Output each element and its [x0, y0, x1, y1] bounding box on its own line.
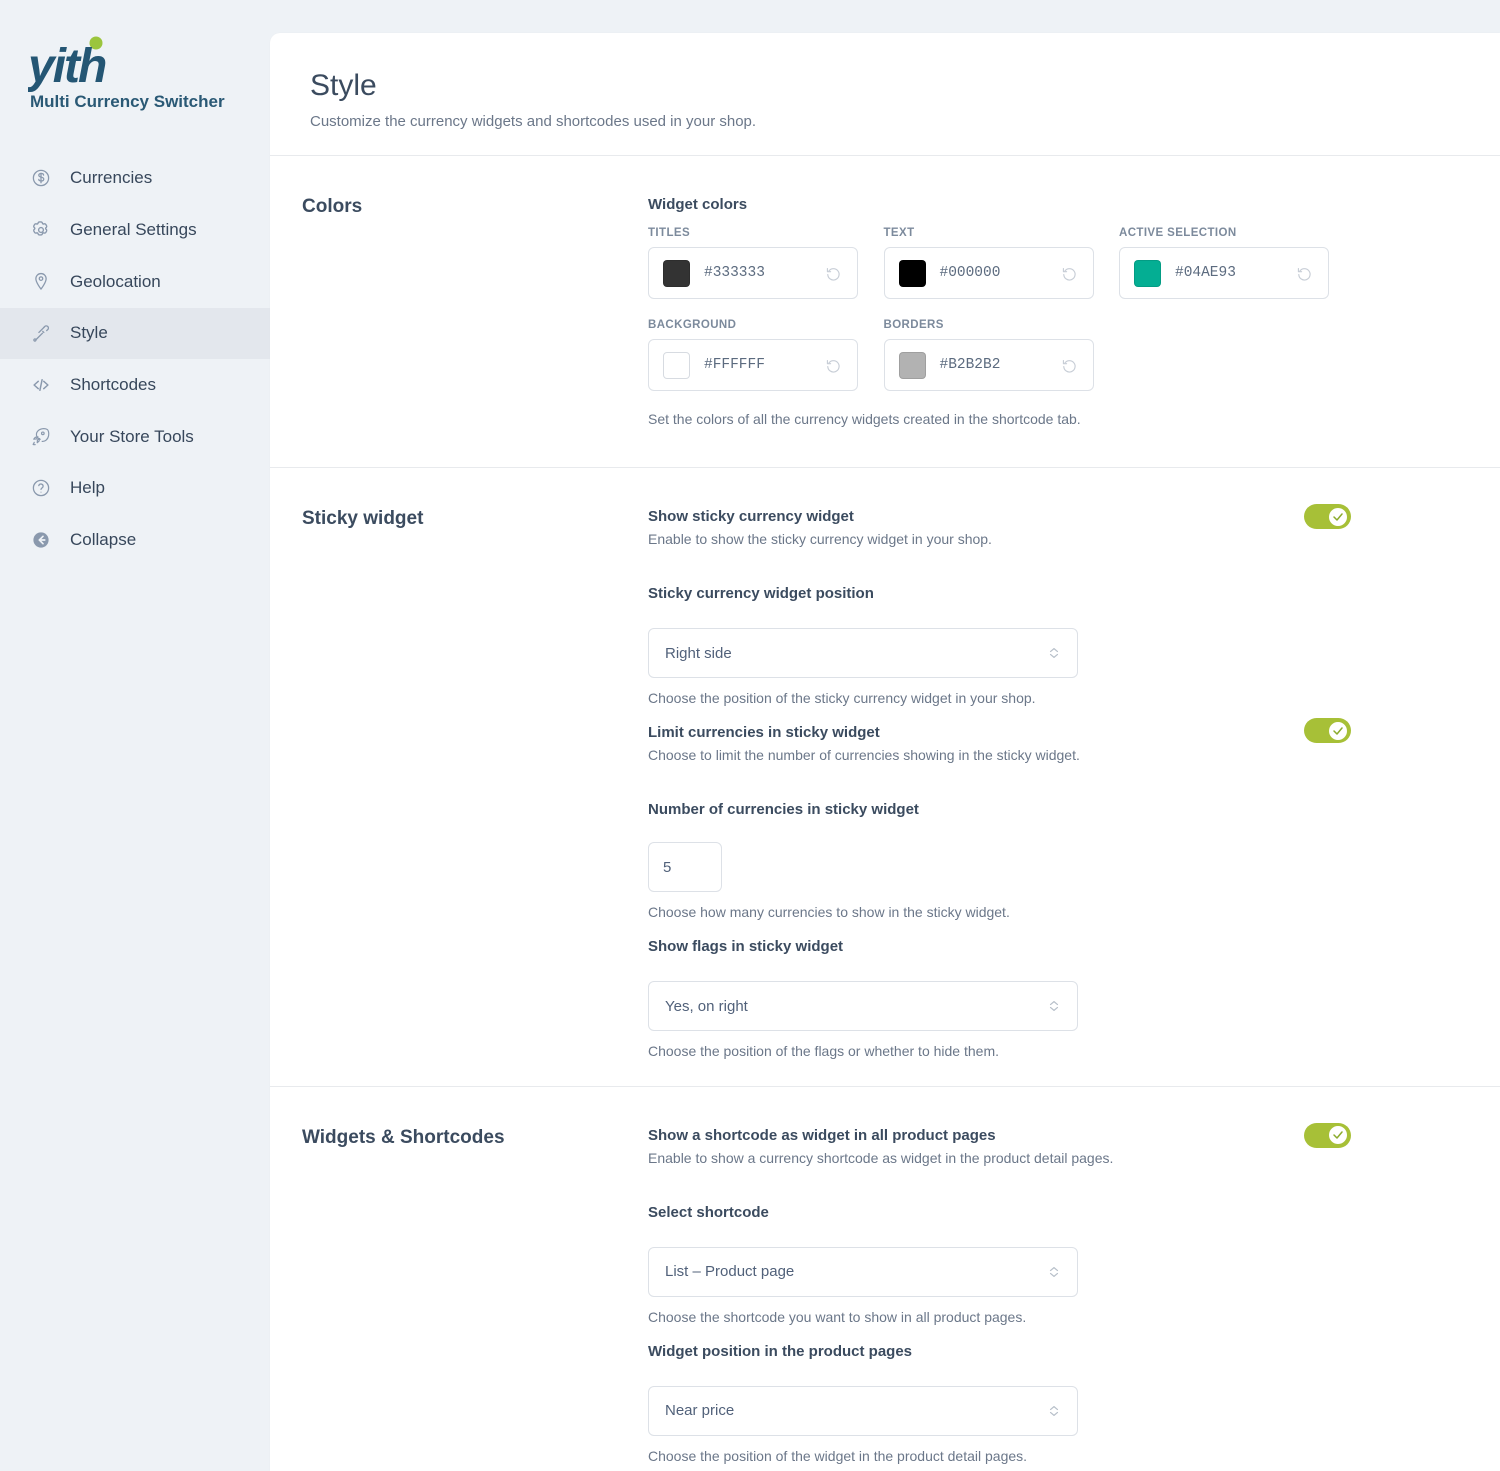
svg-text:yith: yith	[28, 40, 106, 93]
